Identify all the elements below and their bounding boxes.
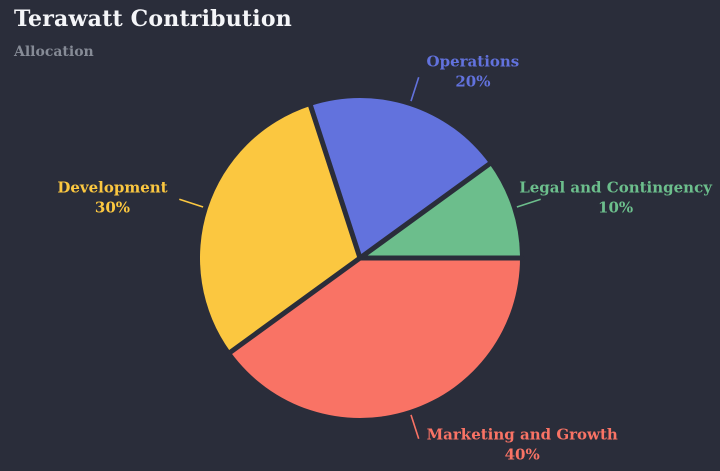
slice-gap-line xyxy=(357,160,494,261)
label-leader-legal-and-contingency xyxy=(516,198,541,208)
pie-slice-development[interactable] xyxy=(199,105,360,353)
pie-slice-operations[interactable] xyxy=(310,97,490,259)
pie-slice-legal-and-contingency[interactable] xyxy=(360,163,520,258)
slice-gap-line xyxy=(307,101,363,261)
slice-value-development: 30% xyxy=(95,198,130,216)
slice-label-operations: Operations xyxy=(427,53,520,71)
slice-value-legal-and-contingency: 10% xyxy=(598,198,633,216)
slice-value-operations: 20% xyxy=(455,73,490,91)
slice-gap-line xyxy=(226,255,363,356)
label-leader-operations xyxy=(410,77,420,102)
label-leader-development xyxy=(179,198,204,208)
pie-slice-marketing-and-growth[interactable] xyxy=(230,258,520,419)
chart-title: Terawatt Contribution xyxy=(14,6,292,32)
chart-subtitle: Allocation xyxy=(14,44,94,60)
slice-label-legal-and-contingency: Legal and Contingency xyxy=(519,178,713,196)
slice-value-marketing-and-growth: 40% xyxy=(505,445,540,463)
slice-label-marketing-and-growth: Marketing and Growth xyxy=(427,425,618,443)
label-leader-marketing-and-growth xyxy=(410,414,420,439)
slice-label-development: Development xyxy=(57,178,167,196)
